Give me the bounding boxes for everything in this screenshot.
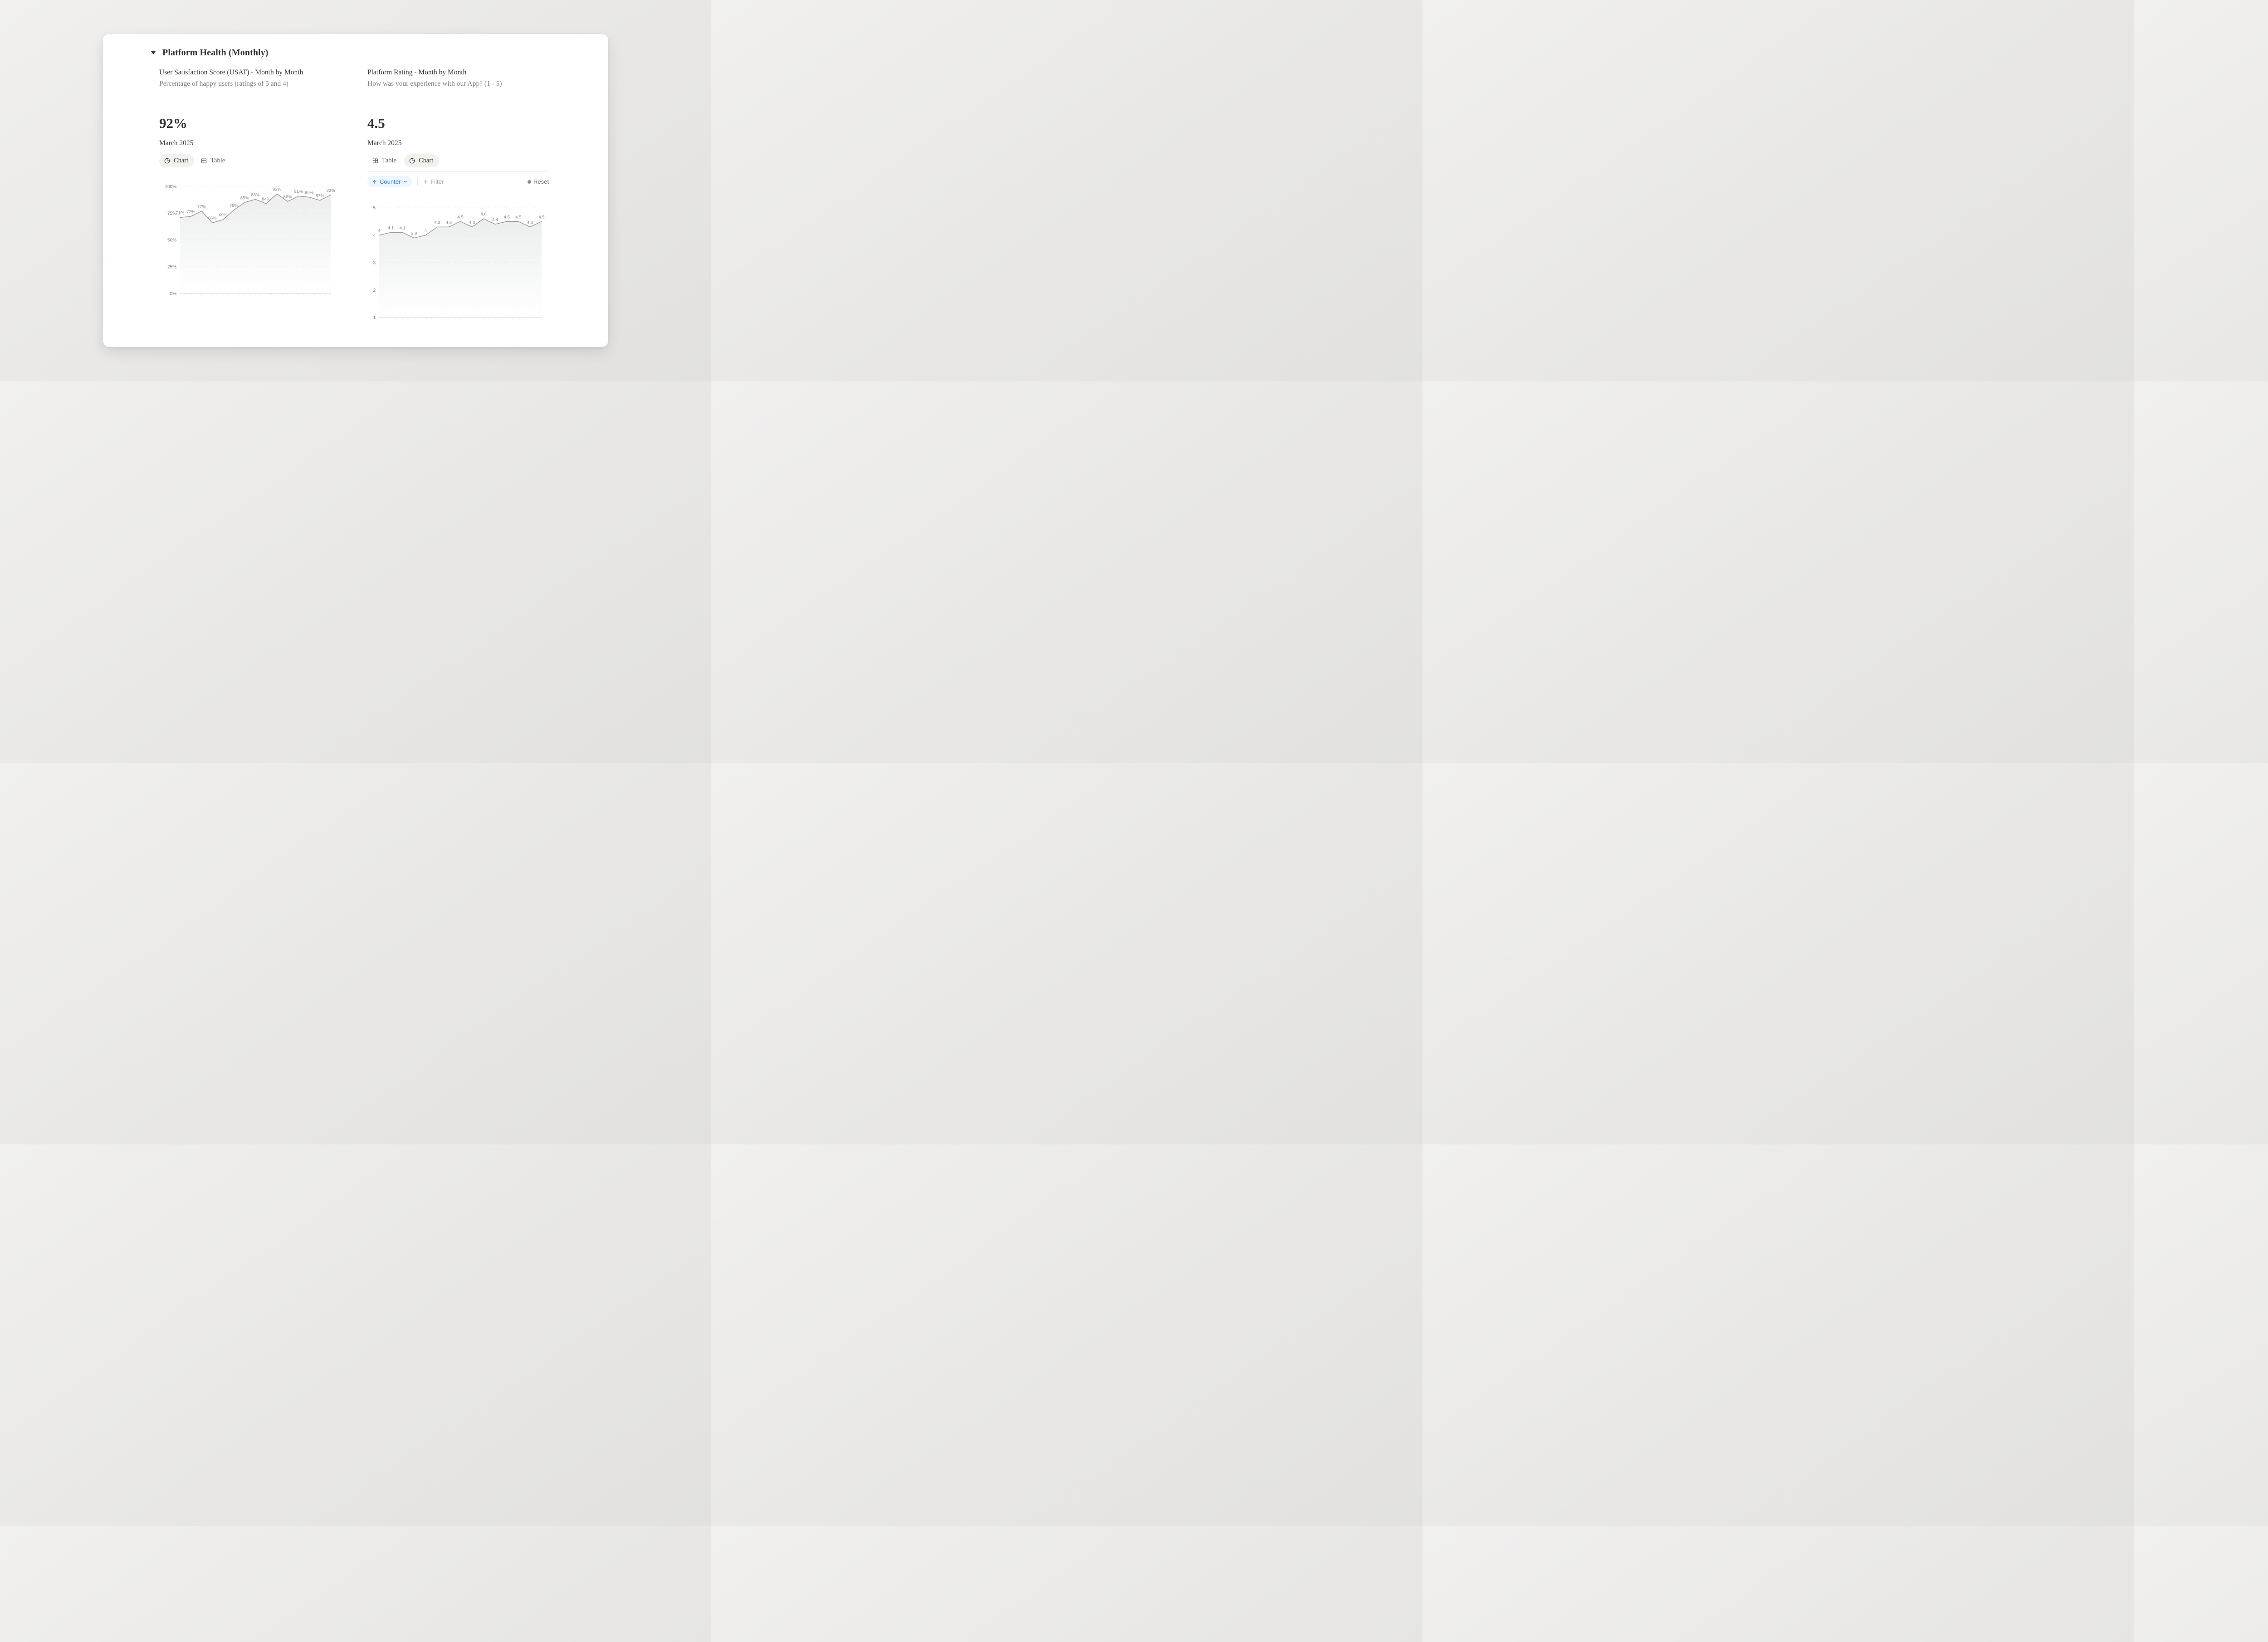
usat-panel-title: User Satisfaction Score (USAT) - Month b… (159, 68, 303, 76)
svg-text:4.3: 4.3 (446, 220, 452, 225)
table-icon (200, 157, 207, 164)
svg-text:78%: 78% (230, 203, 239, 208)
rating-panel: Platform Rating - Month by Month How was… (367, 68, 549, 326)
rating-tab-chart-label: Chart (419, 157, 434, 164)
svg-text:69%: 69% (219, 213, 228, 218)
section-header: Platform Health (Monthly) (148, 48, 608, 58)
svg-text:85%: 85% (240, 195, 249, 200)
svg-text:25%: 25% (167, 265, 176, 270)
svg-text:93%: 93% (273, 187, 282, 192)
svg-text:3: 3 (373, 261, 376, 266)
content-columns: User Satisfaction Score (USAT) - Month b… (159, 68, 608, 326)
chevron-down-icon (403, 179, 408, 184)
usat-chart-area: 100% 75% 50% 25% 0% 71% 72% 77% 66% 69% 78% 85% 88% 8… (160, 178, 346, 302)
svg-text:4.4: 4.4 (492, 217, 498, 222)
svg-text:71%: 71% (176, 210, 185, 215)
rating-chart-area: 5 4 3 2 1 4 4.1 4.1 3.9 4 4.3 4.3 4.5 4.3 4.6 4.4 4.5 4.5… (367, 200, 549, 326)
svg-text:4.1: 4.1 (400, 225, 406, 230)
rating-tab-table[interactable]: Table (367, 154, 402, 167)
svg-text:4.3: 4.3 (527, 220, 533, 225)
usat-line-chart: 100%75%50%25%0%71% 72%77%66%69%78%85%88%8… (165, 185, 335, 297)
svg-text:50%: 50% (167, 238, 176, 243)
usat-metric-value: 92% (159, 115, 187, 131)
svg-text:90%: 90% (305, 191, 314, 195)
svg-text:0%: 0% (170, 292, 177, 297)
svg-text:75%: 75% (167, 211, 176, 216)
page-title: Platform Health (Monthly) (162, 48, 269, 58)
reset-button[interactable]: Reset (528, 178, 549, 185)
svg-text:4.6: 4.6 (481, 212, 487, 217)
pie-chart-icon (164, 157, 171, 164)
sort-counter-label: Counter (380, 178, 401, 185)
filter-button[interactable]: Filter (423, 178, 444, 185)
rating-line-chart: 5 4 3 2 1 4 4.1 4.1 3.9 4 4.3 4.3 4.5 4.3 4.6 4.4 4.5 4.5… (373, 206, 544, 321)
usat-panel: User Satisfaction Score (USAT) - Month b… (159, 68, 346, 326)
rating-metric-value: 4.5 (367, 115, 385, 131)
rating-metric-period: March 2025 (367, 139, 402, 147)
sort-counter-button[interactable]: Counter (367, 176, 413, 187)
svg-text:91%: 91% (294, 189, 303, 194)
svg-text:100%: 100% (165, 185, 176, 190)
toolbar-divider (417, 178, 418, 186)
plus-icon (423, 179, 428, 185)
svg-text:88%: 88% (251, 192, 260, 197)
svg-text:1: 1 (373, 316, 376, 321)
platform-health-card: Platform Health (Monthly) User Satisfact… (103, 34, 608, 347)
svg-text:4.1: 4.1 (388, 225, 394, 230)
usat-tab-table[interactable]: Table (196, 154, 231, 167)
svg-text:87%: 87% (316, 194, 325, 199)
svg-text:66%: 66% (208, 216, 217, 221)
page-background: Platform Health (Monthly) User Satisfact… (0, 0, 711, 381)
svg-text:4: 4 (378, 229, 380, 234)
usat-view-tabs: Chart Table (159, 154, 346, 167)
svg-text:86%: 86% (284, 195, 293, 200)
svg-text:5: 5 (373, 206, 376, 211)
svg-text:4.5: 4.5 (515, 215, 521, 220)
triangle-down-icon (151, 51, 156, 54)
svg-text:4.5: 4.5 (457, 215, 463, 220)
usat-tab-chart[interactable]: Chart (159, 154, 195, 167)
pie-chart-icon (409, 157, 415, 164)
table-icon (372, 157, 379, 164)
rating-panel-title: Platform Rating - Month by Month (367, 68, 467, 76)
filter-label: Filter (430, 178, 444, 185)
usat-metric-period: March 2025 (159, 139, 194, 147)
svg-text:92%: 92% (326, 188, 335, 193)
svg-text:77%: 77% (197, 204, 206, 209)
svg-text:4.3: 4.3 (434, 220, 440, 225)
usat-tab-chart-label: Chart (174, 157, 189, 164)
reset-icon (528, 180, 532, 184)
svg-text:72%: 72% (186, 210, 196, 215)
arrow-up-icon (372, 179, 377, 185)
rating-chart-toolbar: Counter Filter (367, 172, 549, 191)
rating-view-tabs: Table Chart (367, 154, 549, 172)
rating-tab-table-label: Table (382, 157, 396, 164)
usat-panel-subtitle: Percentage of happy users (ratings of 5 … (159, 80, 288, 88)
svg-text:4.5: 4.5 (504, 215, 510, 220)
svg-text:84%: 84% (262, 197, 271, 202)
rating-panel-subtitle: How was your experience with our App? (1… (367, 80, 502, 88)
rating-tab-chart[interactable]: Chart (404, 154, 440, 167)
svg-text:2: 2 (373, 288, 376, 293)
usat-tab-table-label: Table (210, 157, 225, 164)
reset-label: Reset (533, 178, 549, 185)
collapse-toggle-button[interactable] (148, 48, 158, 58)
svg-text:4: 4 (373, 233, 376, 238)
svg-text:4: 4 (425, 229, 427, 234)
svg-text:4.3: 4.3 (469, 220, 475, 225)
svg-text:3.9: 3.9 (411, 231, 417, 236)
svg-text:4.5: 4.5 (538, 215, 544, 220)
